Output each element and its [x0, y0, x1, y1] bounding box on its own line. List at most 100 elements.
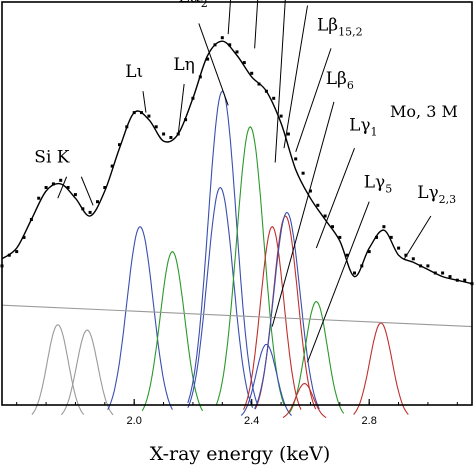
data-point: [323, 214, 327, 218]
data-point: [316, 203, 320, 207]
data-point: [441, 271, 445, 275]
leader-line-l-gamma-5-0: [307, 201, 370, 363]
data-point: [213, 43, 217, 47]
leader-line-l-iota-0: [142, 91, 147, 113]
data-point: [455, 278, 459, 282]
data-point: [448, 275, 452, 279]
data-point: [228, 43, 232, 47]
data-point: [286, 132, 290, 136]
data-point: [103, 186, 107, 189]
data-point: [147, 114, 151, 118]
data-point: [404, 253, 408, 257]
component-curve-11: [288, 300, 345, 414]
data-point: [331, 225, 334, 229]
data-point: [360, 264, 364, 268]
data-point: [411, 257, 415, 261]
data-point: [301, 171, 305, 175]
data-point: [73, 193, 77, 197]
leader-line-l-beta-6-0: [271, 101, 335, 327]
data-point: [463, 278, 467, 282]
label-l-beta-152: Lβ15,2: [317, 16, 363, 39]
data-point: [419, 264, 423, 268]
data-point: [81, 207, 85, 211]
fit-components: [31, 90, 409, 418]
component-curve-13: [353, 322, 409, 415]
x-axis-label: X-ray energy (keV): [150, 443, 331, 465]
data-point: [433, 271, 437, 275]
data-point: [169, 136, 173, 139]
leader-line-si-k-0: [57, 176, 68, 199]
label-l-gamma-1: Lγ1: [349, 115, 377, 138]
component-curve-1: [60, 329, 114, 416]
label-l-alpha-2: Lα2: [178, 0, 208, 10]
data-point: [345, 253, 349, 257]
data-point: [272, 96, 276, 100]
data-point: [154, 125, 158, 129]
data-point: [96, 200, 99, 204]
plot-frame: [1, 1, 473, 406]
component-curve-6: [215, 126, 285, 405]
data-point: [44, 186, 48, 189]
data-point: [257, 82, 261, 86]
leader-line-l-eta-0: [177, 83, 185, 135]
data-point: [132, 111, 136, 115]
component-curve-7: [242, 226, 302, 410]
data-point: [125, 125, 129, 129]
data-point: [118, 143, 121, 147]
component-curve-0: [31, 324, 85, 415]
data-point: [29, 218, 33, 221]
label-l-beta-6: Lβ6: [326, 69, 354, 92]
component-curve-2: [107, 226, 173, 410]
data-point: [191, 96, 195, 100]
x-tick-label: 2.4: [244, 415, 259, 427]
leader-line-l-beta-3-0: [274, 0, 286, 163]
data-point: [264, 89, 268, 93]
data-point: [294, 157, 298, 161]
data-point: [51, 182, 55, 186]
background-line: [1, 304, 473, 328]
data-point: [367, 250, 371, 254]
leader-line-si-k-1: [80, 176, 94, 206]
data-point: [184, 118, 188, 122]
label-l-iota: Lι: [125, 62, 143, 82]
data-point: [7, 253, 11, 257]
component-curve-4: [187, 186, 254, 408]
leader-line-l-beta-4-0: [283, 5, 308, 149]
data-point: [206, 57, 210, 61]
x-tick-label: 2.8: [362, 415, 377, 427]
leader-line-l-alpha-2-0: [198, 23, 229, 106]
data-point: [110, 164, 114, 168]
data-point: [250, 71, 254, 75]
x-ticks: 2.0 2.4 2.8: [16, 399, 458, 427]
component-curve-12: [282, 383, 327, 418]
label-l-eta: Lη: [173, 55, 194, 75]
data-point: [220, 36, 224, 40]
component-curve-5: [187, 90, 258, 404]
data-point: [308, 189, 312, 193]
data-point: [235, 50, 239, 54]
component-curve-3: [141, 250, 204, 412]
leader-line-l-alpha-1-0: [227, 0, 232, 35]
data-point: [66, 186, 70, 189]
data-point: [389, 235, 393, 239]
sample-annotation: Mo, 3 M: [390, 102, 458, 121]
data-point: [338, 235, 342, 239]
data-point: [88, 210, 92, 214]
background-line-group: [1, 304, 473, 328]
data-point: [375, 235, 378, 239]
data-point: [279, 114, 283, 118]
leader-line-l-beta-152-0: [295, 48, 332, 152]
data-point: [15, 250, 19, 254]
data-point: [382, 225, 386, 229]
label-si-k: Si K: [34, 148, 69, 168]
data-point: [198, 75, 202, 79]
leader-line-l-gamma-23-0: [404, 215, 432, 260]
data-point: [37, 196, 41, 200]
label-l-gamma-5: Lγ5: [364, 173, 392, 196]
fit-curve: [1, 40, 473, 285]
component-curve-9: [254, 211, 320, 410]
data-point: [426, 264, 430, 268]
component-curve-10: [240, 343, 292, 416]
data-point: [242, 61, 246, 65]
